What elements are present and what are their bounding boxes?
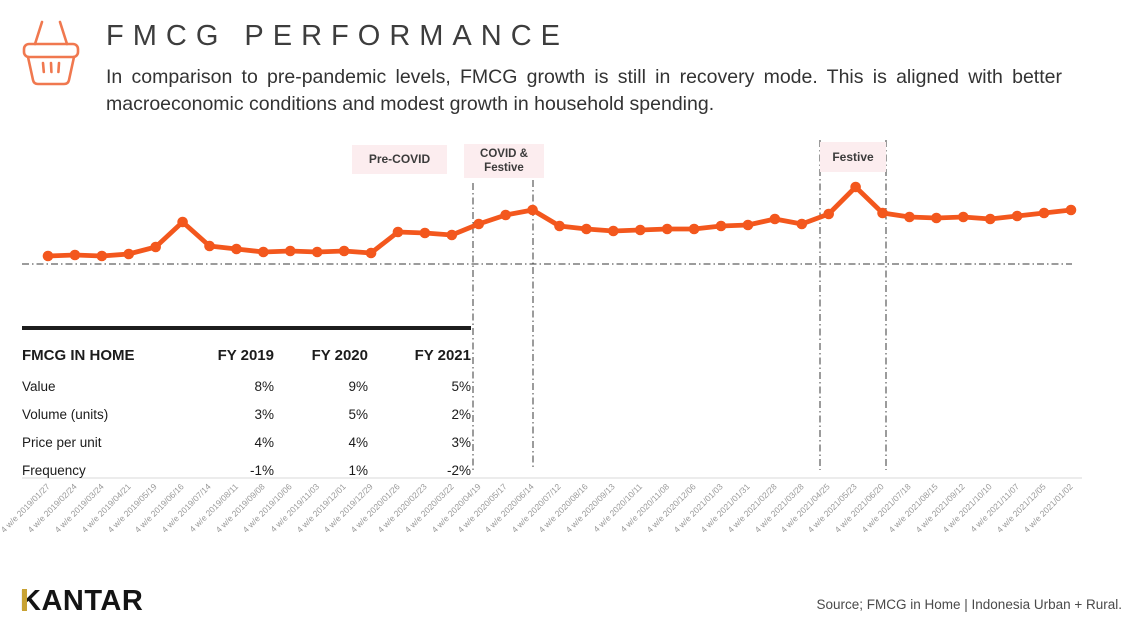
data-point bbox=[338, 245, 350, 257]
data-point bbox=[96, 250, 108, 262]
kantar-logo-gold-bar bbox=[22, 589, 27, 611]
table-cell: 9% bbox=[348, 378, 368, 394]
data-point bbox=[715, 220, 727, 232]
data-point bbox=[984, 213, 996, 225]
table-cell: 8% bbox=[254, 378, 274, 394]
data-point bbox=[42, 250, 54, 262]
table-header-title: FMCG IN HOME bbox=[22, 347, 135, 364]
data-point bbox=[634, 224, 646, 236]
kantar-logo-text: KANTAR bbox=[20, 585, 144, 617]
table-body: Value 8% 9% 5% Volume (units) 3% 5% 2% Price per… bbox=[22, 372, 471, 484]
data-point bbox=[554, 220, 565, 232]
table-row-label: Volume (units) bbox=[22, 406, 109, 422]
data-point bbox=[796, 218, 808, 230]
data-point bbox=[150, 241, 161, 253]
table-row: Frequency -1% 1% -2% bbox=[22, 456, 471, 484]
data-point bbox=[661, 223, 673, 235]
table-row: Volume (units) 3% 5% 2% bbox=[22, 400, 471, 428]
table-cell: 3% bbox=[254, 406, 274, 422]
table-cell: 1% bbox=[348, 462, 368, 478]
page-subtitle: In comparison to pre-pandemic levels, FM… bbox=[106, 66, 1062, 116]
data-point bbox=[769, 213, 781, 225]
source-text: Source; FMCG in Home | Indonesia Urban +… bbox=[816, 597, 1122, 612]
table-header-fy2019: FY 2019 bbox=[217, 347, 274, 364]
data-point bbox=[365, 247, 377, 259]
data-point bbox=[204, 240, 215, 252]
table-cell: 3% bbox=[451, 434, 471, 450]
data-point bbox=[823, 208, 835, 220]
data-point bbox=[581, 223, 592, 235]
data-point bbox=[1011, 210, 1023, 222]
table-row: Value 8% 9% 5% bbox=[22, 372, 471, 400]
data-point bbox=[284, 245, 296, 257]
table-cell: 5% bbox=[348, 406, 368, 422]
data-point bbox=[311, 246, 323, 258]
data-point bbox=[446, 229, 458, 241]
data-point bbox=[69, 249, 81, 261]
data-point bbox=[958, 211, 969, 223]
kantar-logo: KANTAR bbox=[20, 585, 143, 618]
table-row-label: Price per unit bbox=[22, 434, 102, 450]
table-cell: 4% bbox=[254, 434, 274, 450]
annotation-pre-covid: Pre-COVID bbox=[352, 145, 447, 174]
page-title: FMCG PERFORMANCE bbox=[106, 20, 569, 52]
data-point bbox=[1038, 207, 1050, 219]
table-cell: 4% bbox=[348, 434, 368, 450]
data-point bbox=[419, 227, 431, 239]
data-point bbox=[177, 216, 188, 228]
data-point bbox=[392, 226, 404, 238]
data-point bbox=[473, 218, 485, 230]
data-point bbox=[527, 204, 538, 216]
data-point bbox=[500, 209, 511, 221]
data-point bbox=[1065, 204, 1077, 216]
annotation-covid-festive: COVID & Festive bbox=[464, 144, 544, 178]
table-cell: -2% bbox=[446, 462, 471, 478]
data-point bbox=[877, 207, 888, 219]
table-row-label: Value bbox=[22, 378, 56, 394]
table-header-fy2021: FY 2021 bbox=[414, 347, 471, 364]
table-header-fy2020: FY 2020 bbox=[311, 347, 368, 364]
table-cell: -1% bbox=[249, 462, 274, 478]
data-point bbox=[931, 212, 942, 224]
data-point bbox=[688, 223, 700, 235]
data-point bbox=[850, 181, 861, 193]
table-cell: 2% bbox=[451, 406, 471, 422]
table-row: Price per unit 4% 4% 3% bbox=[22, 428, 471, 456]
data-point bbox=[608, 225, 619, 237]
annotation-festive: Festive bbox=[820, 142, 886, 172]
data-point bbox=[123, 248, 135, 260]
shopping-basket-icon bbox=[8, 8, 92, 92]
data-point bbox=[231, 243, 242, 255]
table-row-label: Frequency bbox=[22, 462, 86, 478]
fmcg-in-home-table: FMCG IN HOME FY 2019 FY 2020 FY 2021 Val… bbox=[22, 326, 471, 484]
data-point bbox=[742, 219, 754, 231]
table-cell: 5% bbox=[451, 378, 471, 394]
table-header-row: FMCG IN HOME FY 2019 FY 2020 FY 2021 bbox=[22, 330, 471, 372]
data-point bbox=[258, 246, 269, 258]
data-point bbox=[904, 211, 915, 223]
